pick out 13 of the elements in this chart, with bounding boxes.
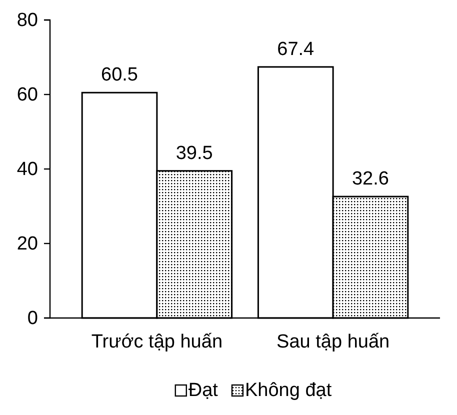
y-tick-label: 80 (16, 10, 38, 32)
x-tick-label: Sau tập huấn (276, 332, 390, 353)
data-label: 67.4 (277, 38, 315, 60)
legend-label: Không đạt (244, 380, 332, 401)
x-tick-label: Trước tập huấn (91, 332, 223, 353)
data-label: 32.6 (352, 168, 389, 190)
legend-label: Đạt (188, 380, 219, 401)
data-label: 39.5 (176, 142, 213, 164)
y-tick-label: 60 (16, 84, 38, 106)
y-tick-label: 0 (27, 308, 38, 330)
y-tick-label: 20 (16, 234, 38, 255)
y-tick-label: 40 (16, 159, 38, 180)
data-label: 60.5 (101, 64, 138, 86)
